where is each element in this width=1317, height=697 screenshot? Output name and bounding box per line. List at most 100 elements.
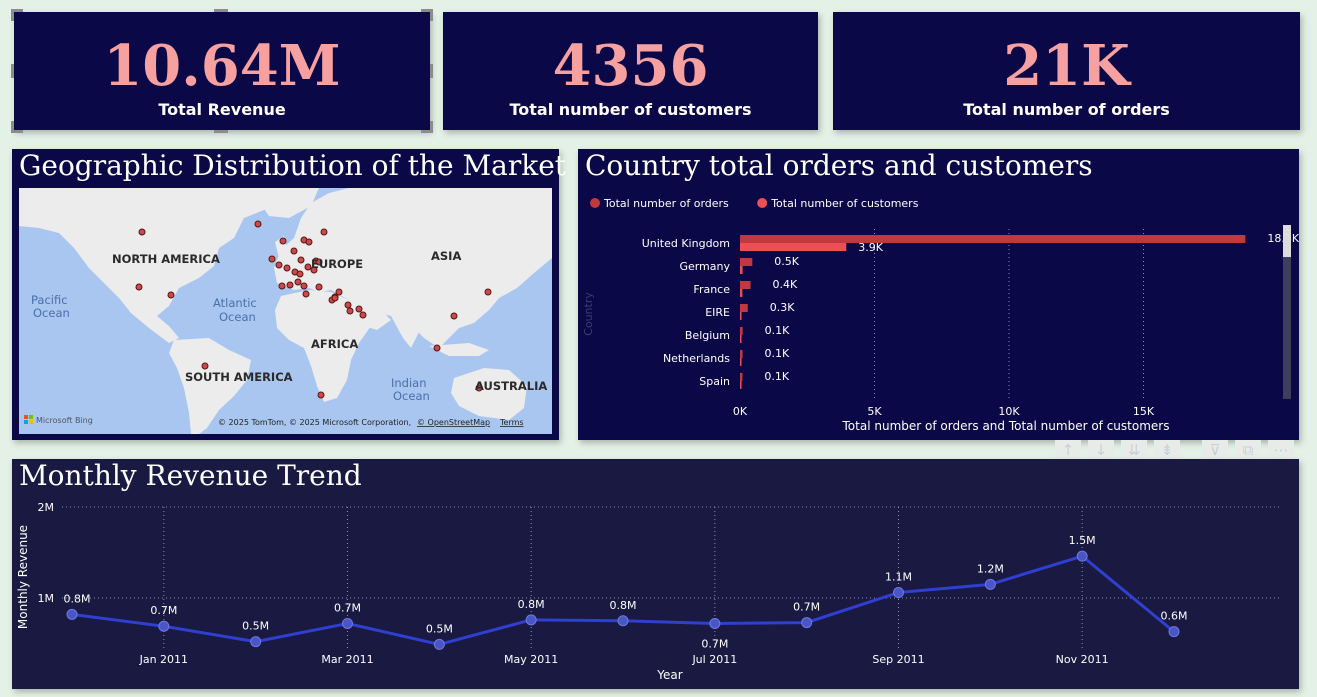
resize-handle[interactable]	[11, 9, 23, 12]
resize-handle[interactable]	[11, 130, 23, 133]
market-marker[interactable]	[167, 291, 175, 299]
focus-mode-icon[interactable]: ⧉	[1235, 440, 1261, 460]
world-map[interactable]: NORTH AMERICA EUROPE ASIA AFRICA SOUTH A…	[19, 188, 552, 434]
data-point[interactable]	[801, 617, 813, 629]
trend-chart-panel[interactable]: Monthly Revenue Trend 1M 2M Jan 2011 Mar 20…	[12, 459, 1299, 689]
data-point[interactable]	[893, 587, 904, 599]
market-marker[interactable]	[279, 237, 287, 245]
bar[interactable]	[740, 281, 751, 289]
scrollbar-track[interactable]	[1283, 225, 1291, 399]
bar[interactable]	[740, 304, 748, 312]
scrollbar-thumb[interactable]	[1283, 225, 1291, 257]
resize-handle[interactable]	[421, 130, 433, 133]
market-marker[interactable]	[484, 288, 492, 296]
market-marker[interactable]	[331, 294, 339, 302]
market-marker[interactable]	[302, 290, 310, 298]
kpi-card-revenue[interactable]: 10.64M Total Revenue	[11, 9, 433, 133]
map-attribution: © 2025 TomTom, © 2025 Microsoft Corporat…	[218, 418, 411, 427]
market-marker[interactable]	[294, 278, 302, 286]
market-marker[interactable]	[344, 301, 352, 309]
bar[interactable]	[740, 373, 743, 381]
market-marker[interactable]	[315, 258, 323, 266]
resize-handle[interactable]	[214, 9, 228, 12]
kpi-card-orders[interactable]: 21K Total number of orders	[833, 12, 1300, 130]
market-marker[interactable]	[450, 312, 458, 320]
market-marker[interactable]	[355, 305, 363, 313]
expand-all-icon[interactable]: ⇟	[1154, 440, 1180, 460]
resize-handle[interactable]	[430, 64, 433, 78]
bar[interactable]	[740, 327, 743, 335]
market-marker[interactable]	[310, 266, 318, 274]
market-marker[interactable]	[315, 283, 323, 291]
market-marker[interactable]	[254, 220, 262, 228]
bar[interactable]	[740, 350, 743, 358]
monthly-revenue-line-chart: 1M 2M Jan 2011 Mar 2011 May 2011 Jul 2011 Sep …	[16, 501, 1279, 682]
data-point[interactable]	[342, 617, 353, 629]
data-point[interactable]	[1076, 550, 1088, 562]
data-point[interactable]	[525, 614, 537, 626]
bar[interactable]	[740, 258, 753, 266]
bar[interactable]	[740, 289, 743, 297]
market-marker[interactable]	[286, 281, 294, 289]
land-japan	[497, 270, 511, 296]
market-marker[interactable]	[304, 263, 312, 271]
market-marker[interactable]	[305, 238, 313, 246]
map-panel[interactable]: Geographic Distribution of the Market NO…	[12, 149, 566, 440]
data-label: 0.8M	[610, 599, 637, 612]
bar[interactable]	[740, 358, 742, 366]
data-label: 0.3K	[770, 301, 795, 314]
market-marker[interactable]	[297, 256, 305, 264]
resize-handle[interactable]	[11, 121, 14, 133]
country-chart-panel[interactable]: Country total orders and customers Total…	[578, 149, 1299, 440]
resize-handle[interactable]	[11, 64, 14, 78]
bar[interactable]	[740, 335, 742, 343]
bar[interactable]	[740, 243, 847, 251]
data-point[interactable]	[709, 617, 721, 629]
more-options-icon[interactable]: ⋯	[1268, 440, 1294, 460]
bar[interactable]	[740, 312, 742, 320]
market-marker[interactable]	[296, 270, 304, 278]
market-marker[interactable]	[317, 391, 325, 399]
bar[interactable]	[740, 381, 742, 389]
market-marker[interactable]	[346, 307, 354, 315]
terms-link[interactable]: Terms	[499, 418, 524, 427]
filter-icon[interactable]: ⊽	[1202, 440, 1228, 460]
data-label: 0.4K	[773, 278, 798, 291]
legend-item[interactable]: Total number of customers	[757, 197, 919, 210]
data-point[interactable]	[433, 638, 445, 650]
market-marker[interactable]	[278, 282, 286, 290]
market-marker[interactable]	[268, 255, 276, 263]
market-marker[interactable]	[320, 228, 328, 236]
resize-handle[interactable]	[421, 9, 433, 12]
data-point[interactable]	[1168, 626, 1180, 638]
drill-down-icon[interactable]: ↓	[1088, 440, 1114, 460]
data-point[interactable]	[66, 608, 78, 620]
market-marker[interactable]	[283, 264, 291, 272]
expand-next-level-icon[interactable]: ⇊	[1121, 440, 1147, 460]
market-marker[interactable]	[138, 228, 146, 236]
market-marker[interactable]	[335, 288, 343, 296]
market-marker[interactable]	[275, 261, 283, 269]
kpi-card-customers[interactable]: 4356 Total number of customers	[443, 12, 818, 130]
market-marker[interactable]	[135, 283, 143, 291]
bar[interactable]	[740, 235, 1246, 243]
bar[interactable]	[740, 266, 743, 274]
osm-link[interactable]: © OpenStreetMap	[417, 418, 490, 427]
resize-handle[interactable]	[430, 121, 433, 133]
market-marker[interactable]	[201, 362, 209, 370]
resize-handle[interactable]	[11, 9, 14, 21]
data-point[interactable]	[984, 578, 996, 590]
market-marker[interactable]	[300, 282, 308, 290]
market-marker[interactable]	[359, 311, 367, 319]
resize-handle[interactable]	[214, 130, 228, 133]
data-point[interactable]	[158, 620, 170, 632]
market-marker[interactable]	[433, 344, 441, 352]
drill-up-icon[interactable]: ↑	[1055, 440, 1081, 460]
legend-item[interactable]: Total number of orders	[590, 197, 729, 210]
market-marker[interactable]	[475, 384, 483, 392]
data-point[interactable]	[617, 615, 629, 627]
market-marker[interactable]	[290, 247, 298, 255]
resize-handle[interactable]	[430, 9, 433, 21]
data-label: 0.7M	[150, 604, 177, 617]
data-point[interactable]	[250, 636, 262, 648]
